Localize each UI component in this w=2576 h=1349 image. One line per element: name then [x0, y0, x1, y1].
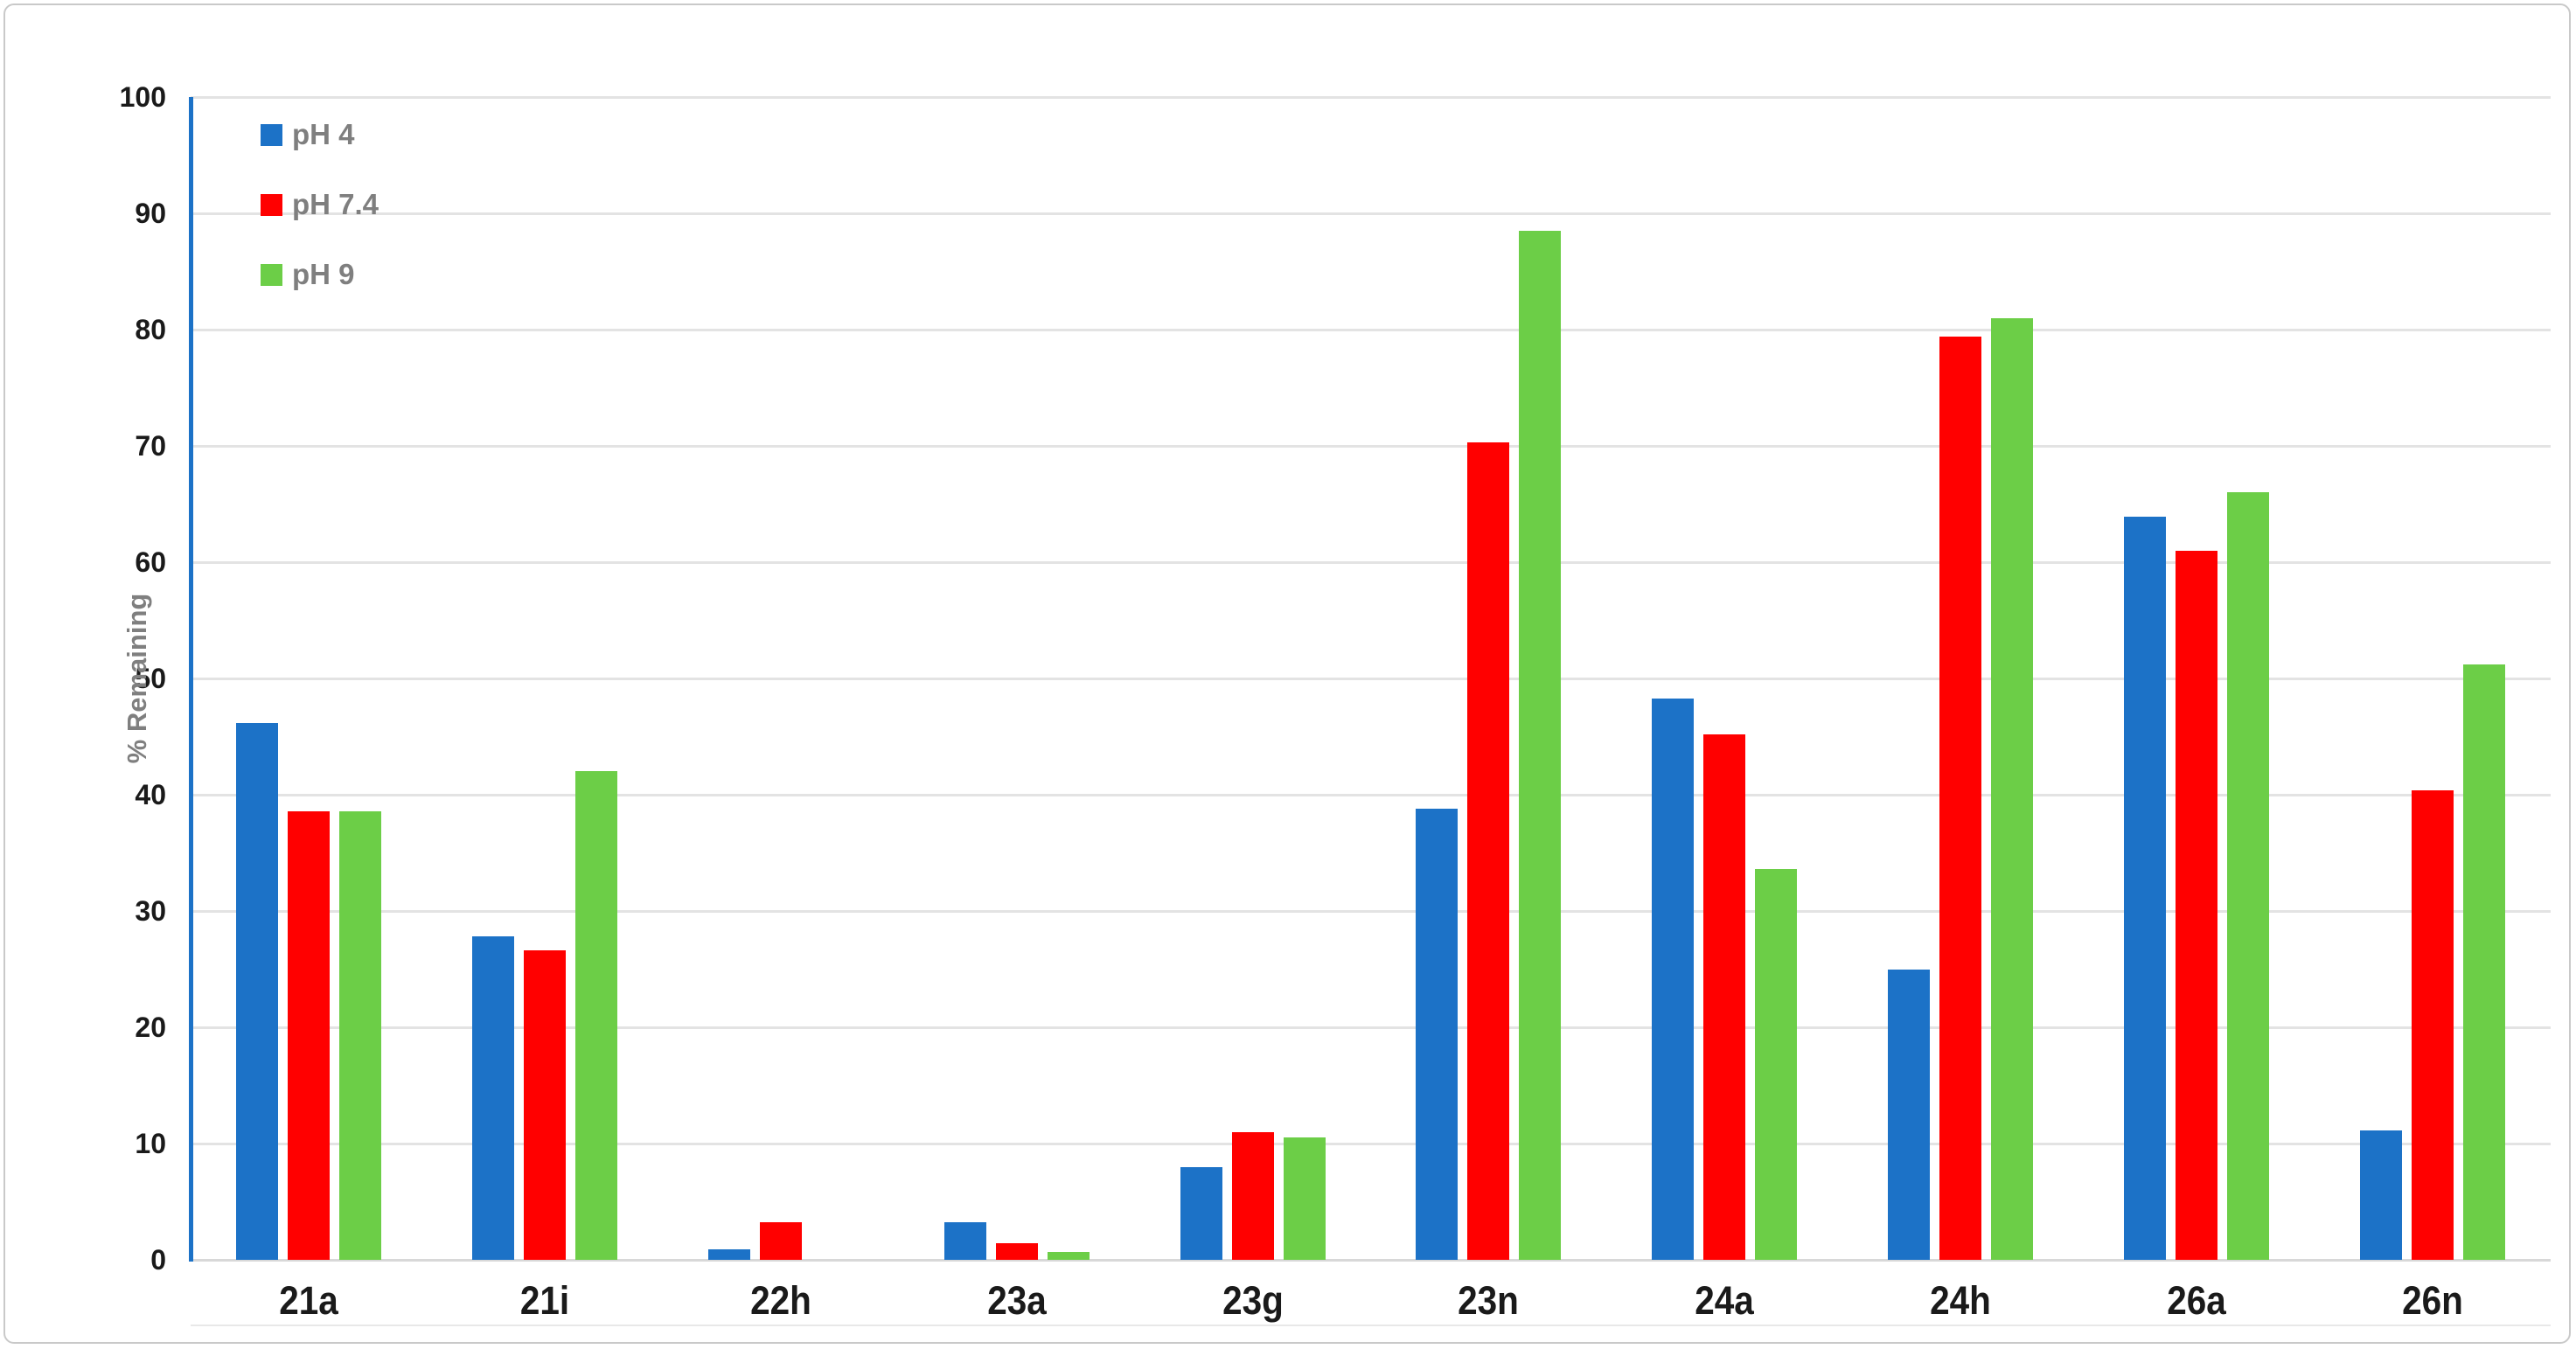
bar-24a-pH4 — [1652, 698, 1694, 1260]
x-tick-label-22h: 22h — [750, 1278, 811, 1323]
bar-24h-pH4 — [1888, 969, 1930, 1260]
x-tick-label-23a: 23a — [987, 1278, 1047, 1323]
plot-bottom-rule — [191, 1325, 2551, 1326]
bar-22h-pH7.4 — [760, 1222, 802, 1260]
x-tick-label-24h: 24h — [1930, 1278, 1991, 1323]
y-tick-label-20: 20 — [135, 1012, 166, 1043]
y-axis-line — [189, 97, 193, 1262]
bar-26a-pH9 — [2227, 492, 2269, 1260]
bar-23a-pH4 — [944, 1222, 986, 1260]
bar-24a-pH9 — [1755, 869, 1797, 1260]
bar-23g-pH9 — [1284, 1137, 1326, 1260]
y-tick-label-50: 50 — [135, 663, 166, 694]
y-tick-label-10: 10 — [135, 1128, 166, 1159]
legend-item-ph4: pH 4 — [261, 114, 379, 156]
bar-23a-pH9 — [1048, 1251, 1090, 1260]
bar-21a-pH9 — [339, 810, 381, 1260]
legend-label-ph74: pH 7.4 — [292, 188, 379, 220]
gridline-y20 — [191, 1026, 2551, 1029]
bar-21i-pH7.4 — [524, 950, 566, 1260]
gridline-y40 — [191, 794, 2551, 796]
bar-23n-pH7.4 — [1467, 442, 1509, 1260]
gridline-y50 — [191, 678, 2551, 680]
y-tick-label-30: 30 — [135, 895, 166, 927]
x-tick-label-26n: 26n — [2402, 1278, 2463, 1323]
y-axis-title: % Remaining — [122, 593, 152, 764]
x-tick-label-21a: 21a — [279, 1278, 338, 1323]
bar-26n-pH7.4 — [2412, 789, 2454, 1260]
y-tick-label-60: 60 — [135, 546, 166, 578]
x-tick-label-21i: 21i — [519, 1278, 570, 1323]
gridline-y80 — [191, 329, 2551, 331]
bar-23g-pH7.4 — [1232, 1131, 1274, 1260]
legend-swatch-ph74-icon — [261, 193, 282, 216]
gridline-y100 — [191, 96, 2551, 99]
bar-22h-pH4 — [708, 1249, 750, 1260]
y-tick-label-0: 0 — [150, 1244, 166, 1276]
y-tick-label-70: 70 — [135, 430, 166, 462]
bar-26n-pH9 — [2463, 664, 2505, 1260]
bar-23a-pH7.4 — [996, 1243, 1038, 1260]
x-tick-label-24a: 24a — [1695, 1278, 1754, 1323]
legend-swatch-ph4-icon — [261, 123, 282, 146]
y-tick-label-90: 90 — [135, 198, 166, 229]
bar-26a-pH7.4 — [2176, 550, 2217, 1260]
bar-23n-pH9 — [1519, 230, 1561, 1260]
bar-21a-pH4 — [236, 722, 278, 1260]
legend-item-ph74: pH 7.4 — [261, 184, 379, 226]
bar-26n-pH4 — [2360, 1130, 2402, 1260]
gridline-y10 — [191, 1143, 2551, 1145]
legend-label-ph4: pH 4 — [292, 118, 355, 150]
bar-23g-pH4 — [1180, 1166, 1222, 1260]
legend: pH 4 pH 7.4 pH 9 — [261, 114, 379, 323]
gridline-y0 — [191, 1259, 2551, 1262]
legend-swatch-ph9-icon — [261, 263, 282, 286]
legend-item-ph9: pH 9 — [261, 254, 379, 296]
gridline-y30 — [191, 910, 2551, 913]
legend-label-ph9: pH 9 — [292, 258, 355, 290]
gridline-y60 — [191, 561, 2551, 564]
x-tick-label-23n: 23n — [1458, 1278, 1519, 1323]
gridline-y70 — [191, 445, 2551, 448]
bar-24h-pH9 — [1991, 317, 2033, 1260]
x-tick-label-23g: 23g — [1222, 1278, 1284, 1323]
bar-23n-pH4 — [1416, 808, 1458, 1260]
y-tick-label-80: 80 — [135, 314, 166, 345]
bar-26a-pH4 — [2124, 517, 2166, 1260]
bar-21i-pH9 — [575, 771, 617, 1260]
gridline-y90 — [191, 212, 2551, 215]
bar-21a-pH7.4 — [288, 810, 330, 1260]
y-tick-label-40: 40 — [135, 779, 166, 810]
y-tick-label-100: 100 — [119, 81, 166, 113]
bar-24a-pH7.4 — [1703, 734, 1745, 1260]
x-tick-label-26a: 26a — [2167, 1278, 2226, 1323]
bar-21i-pH4 — [472, 936, 514, 1260]
bar-24h-pH7.4 — [1939, 336, 1981, 1260]
